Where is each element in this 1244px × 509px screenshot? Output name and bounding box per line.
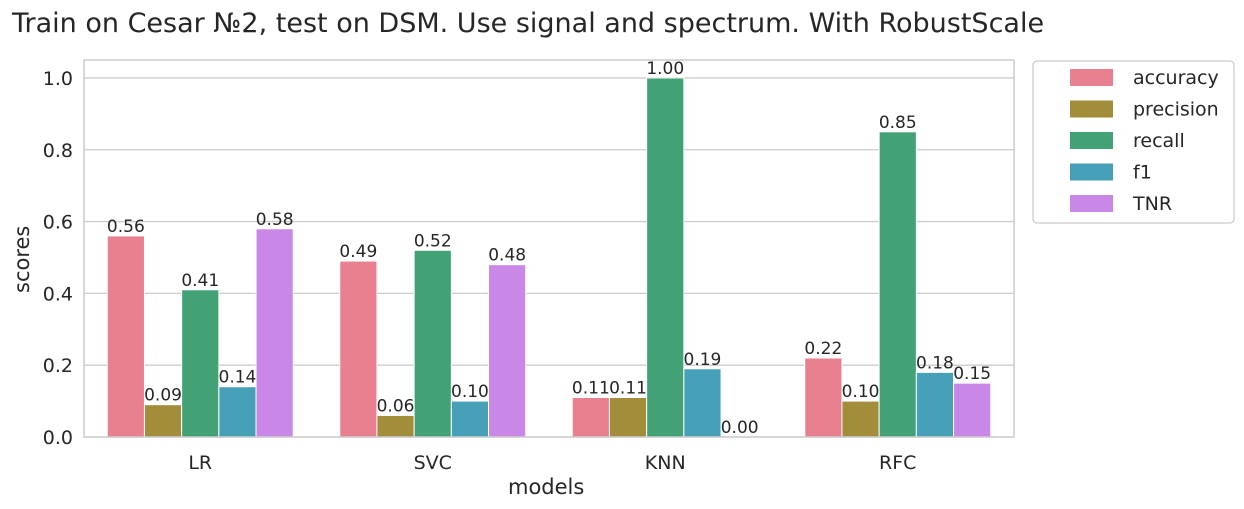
bar-accuracy [804, 357, 843, 438]
bar-f1 [915, 371, 955, 438]
bar-f1 [683, 368, 722, 438]
y-tick-label: 1.0 [43, 68, 73, 90]
x-tick-label: KNN [645, 452, 686, 474]
legend-label-tnr: TNR [1132, 193, 1172, 215]
legend-swatch-accuracy [1070, 69, 1113, 86]
legend-swatch-precision [1070, 100, 1113, 118]
y-tick-label: 0.2 [43, 355, 73, 377]
x-tick-label: LR [188, 452, 212, 474]
bar-tnr [255, 228, 294, 438]
bar-value-label: 0.14 [219, 368, 257, 388]
x-tick-label: RFC [879, 452, 916, 474]
legend-swatch-tnr [1070, 195, 1113, 212]
legend-swatch-recall [1070, 132, 1113, 149]
bar-f1 [450, 400, 490, 438]
x-axis-label: models [508, 475, 584, 499]
bar-value-label: 0.10 [451, 382, 489, 402]
bar-labels: 0.56 0.09 0.41 0.14 0.58 0.49 0.06 0.52 0.10 0.48… [107, 59, 991, 438]
plot-frame [83, 59, 1015, 438]
bar-accuracy [571, 397, 610, 438]
bar-value-label: 0.58 [256, 210, 294, 230]
bar-value-label: 0.11 [609, 379, 647, 399]
bar-recall [413, 249, 452, 438]
y-tick-labels: 0.0 0.2 0.4 0.6 0.8 1.0 [43, 68, 73, 449]
bar-recall [878, 131, 917, 438]
bar-value-label: 0.19 [684, 350, 722, 370]
legend-swatch-f1 [1070, 163, 1113, 181]
legend-label-f1: f1 [1133, 162, 1152, 184]
bar-value-label: 0.48 [488, 246, 526, 266]
bar-value-label: 0.18 [916, 353, 954, 373]
bar-value-label: 0.22 [804, 339, 842, 359]
x-tick-label: SVC [414, 452, 452, 474]
bar-precision [376, 414, 415, 438]
bar-value-label: 0.11 [572, 379, 610, 399]
bar-accuracy [106, 235, 145, 438]
bars [106, 77, 992, 438]
bar-value-label: 0.09 [144, 386, 182, 406]
bar-accuracy [339, 260, 378, 438]
y-tick-label: 0.0 [43, 427, 73, 449]
legend-label-accuracy: accuracy [1133, 67, 1219, 89]
y-tick-label: 0.8 [43, 140, 73, 162]
bar-value-label: 0.10 [842, 382, 880, 402]
y-tick-label: 0.6 [43, 212, 73, 234]
bar-value-label: 0.52 [414, 231, 452, 251]
chart-title: Train on Cesar №2, test on DSM. Use sign… [11, 8, 1044, 39]
bar-precision [143, 404, 183, 438]
bar-value-label: 0.00 [721, 418, 759, 438]
legend: accuracy precision recall f1 TNR [1032, 60, 1235, 224]
bar-f1 [218, 386, 257, 438]
legend-label-precision: precision [1133, 99, 1219, 121]
y-axis-label: scores [10, 226, 34, 293]
x-tick-labels: LR SVC KNN RFC [188, 452, 916, 474]
bar-value-label: 0.41 [181, 271, 219, 291]
bar-precision [841, 400, 880, 438]
bar-precision [608, 397, 648, 438]
legend-label-recall: recall [1133, 130, 1185, 152]
bar-value-label: 0.85 [879, 113, 917, 133]
bar-value-label: 0.15 [953, 364, 991, 384]
bar-recall [181, 289, 220, 438]
bar-value-label: 0.56 [107, 217, 145, 237]
bar-value-label: 1.00 [646, 59, 684, 79]
y-tick-label: 0.4 [43, 283, 73, 305]
bar-value-label: 0.49 [339, 242, 377, 262]
bar-tnr [953, 382, 992, 438]
bar-recall [646, 77, 685, 438]
bar-value-label: 0.06 [377, 396, 415, 416]
bar-tnr [488, 264, 527, 438]
